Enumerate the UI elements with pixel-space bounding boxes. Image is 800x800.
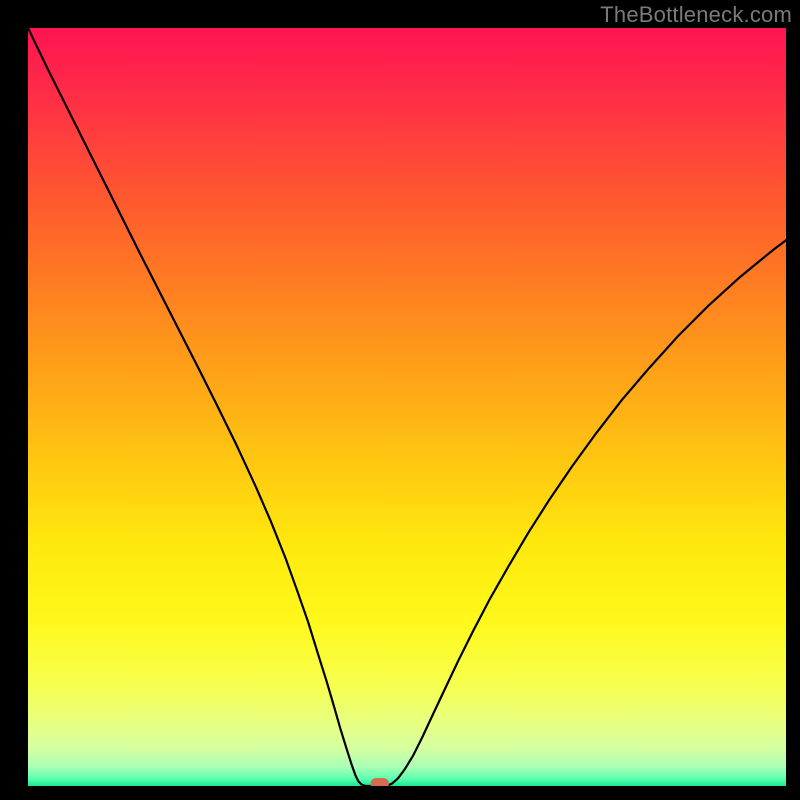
gradient-background [28,28,786,786]
plot-area [28,28,786,786]
chart-svg [28,28,786,786]
chart-frame: TheBottleneck.com [0,0,800,800]
optimal-point-marker [371,778,389,786]
watermark-text: TheBottleneck.com [600,2,792,28]
